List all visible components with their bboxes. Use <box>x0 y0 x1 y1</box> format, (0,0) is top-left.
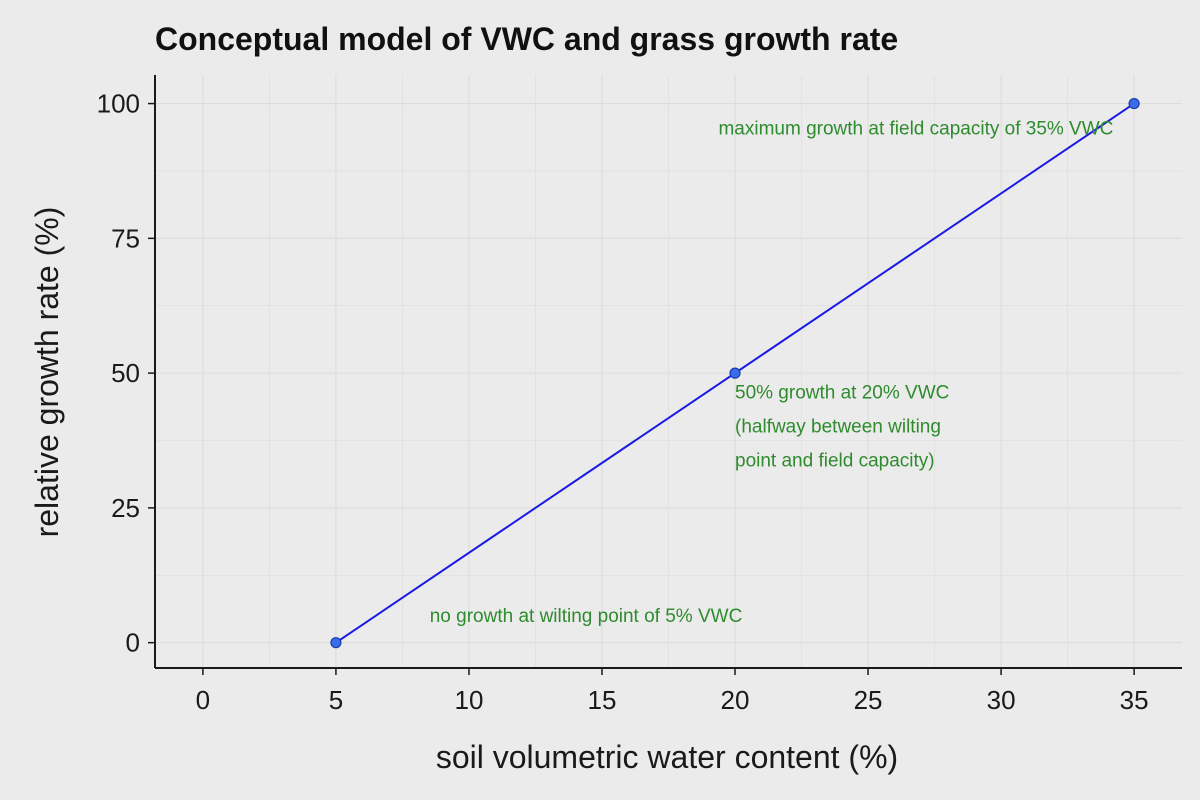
series <box>330 97 1140 649</box>
x-tick-label: 25 <box>854 685 883 715</box>
annotation: no growth at wilting point of 5% VWC <box>430 606 743 627</box>
x-axis-title: soil volumetric water content (%) <box>436 739 898 775</box>
annotation: 50% growth at 20% VWC (halfway between wi… <box>735 382 949 471</box>
grid <box>155 75 1182 668</box>
x-tick-label: 10 <box>454 685 483 715</box>
x-tick-label: 15 <box>588 685 617 715</box>
y-tick-label: 25 <box>111 493 140 523</box>
x-tick-label: 20 <box>721 685 750 715</box>
annotations: maximum growth at field capacity of 35% … <box>430 118 1114 627</box>
y-axis-title: relative growth rate (%) <box>29 207 65 538</box>
x-tick-label: 5 <box>329 685 343 715</box>
annotation: maximum growth at field capacity of 35% … <box>718 118 1113 139</box>
x-tick-label: 30 <box>987 685 1016 715</box>
x-tick-label: 0 <box>196 685 210 715</box>
data-point <box>330 637 342 649</box>
data-point <box>1128 97 1140 110</box>
y-tick-label: 100 <box>97 89 140 119</box>
axes: 0 5 10 15 20 25 30 35 0 25 50 75 100 <box>97 75 1182 715</box>
y-tick-label: 0 <box>126 628 140 658</box>
y-tick-label: 75 <box>111 223 140 253</box>
chart-title: Conceptual model of VWC and grass growth… <box>155 21 898 57</box>
data-point <box>729 367 741 379</box>
x-tick-label: 35 <box>1120 685 1149 715</box>
y-tick-label: 50 <box>111 358 140 388</box>
